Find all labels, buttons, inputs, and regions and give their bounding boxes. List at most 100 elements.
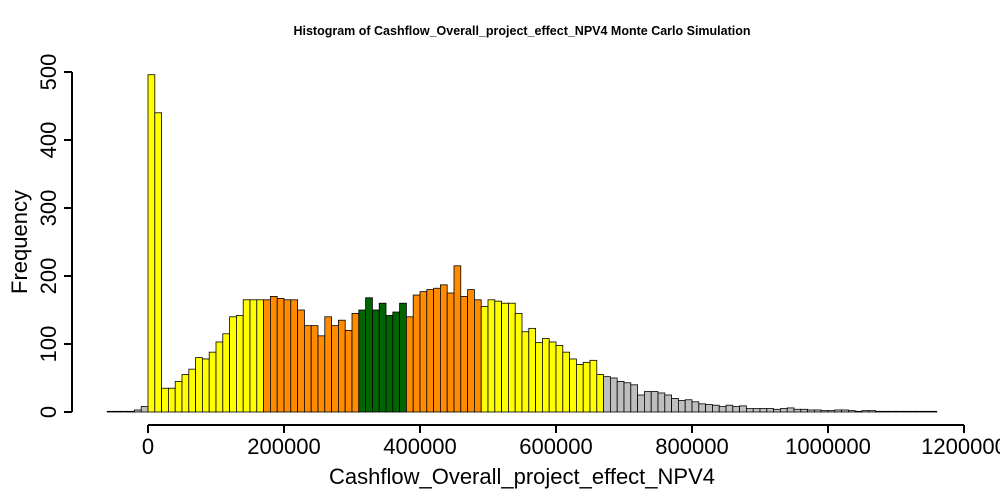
histogram-bar [848,410,856,413]
histogram-bar [705,404,713,413]
histogram-bar [684,399,693,413]
histogram-bar [269,295,278,413]
histogram-bar [555,344,564,413]
histogram-bar [929,410,938,413]
histogram-bar [426,289,434,413]
histogram-bar [623,382,632,413]
histogram-bar [542,338,550,413]
histogram-bar [412,294,421,413]
x-axis-label: Cashflow_Overall_project_effect_NPV4 [329,464,715,489]
histogram-bar [773,408,781,413]
histogram-bar [746,408,754,413]
histogram-bar [514,312,523,413]
y-axis-label: Frequency [7,190,32,294]
histogram-bar [195,357,203,413]
histogram-bar [800,408,808,413]
histogram-bar [854,410,863,413]
histogram-bar [671,397,679,413]
histogram-bar [780,408,788,413]
histogram-bar [256,299,264,413]
histogram-bar [657,392,666,413]
histogram-bar [229,316,237,413]
histogram-bar [875,410,883,413]
histogram-bar [263,299,271,413]
histogram-bar [235,315,244,413]
histogram-bar [453,265,462,413]
histogram-bar [868,410,876,413]
histogram-bar [664,394,672,413]
y-tick-label: 100 [36,326,61,363]
histogram-bar [371,309,380,413]
histogram-bar [167,387,176,413]
histogram-bar [181,374,190,413]
histogram-bar [405,316,414,413]
histogram-bar [528,327,536,413]
histogram-bar [678,400,686,413]
histogram-bar [861,410,870,413]
histogram-bar [392,311,400,413]
histogram-bar [718,406,727,413]
histogram-bar [283,299,292,413]
histogram-bar [752,408,761,413]
histogram-bar [562,351,570,413]
histogram-bar [120,410,129,413]
histogram-bar [480,306,489,413]
histogram-bar [535,342,543,413]
histogram-bar [303,325,312,413]
y-axis: 0 100 200 300 400 500 [36,54,73,418]
y-tick-label: 400 [36,122,61,159]
histogram-bar [603,376,611,413]
histogram-bar [882,410,890,413]
histogram-bar [460,295,468,413]
histogram-bar [807,409,815,413]
histogram-bar [494,300,502,413]
histogram-bar [276,298,285,413]
histogram-bar [507,302,516,413]
histogram-bar [814,409,822,413]
histogram-bar [208,351,217,413]
histogram-bar [698,403,706,413]
histogram-bar [766,408,774,413]
x-tick-label: 1000000 [785,434,871,459]
x-tick-label: 0 [142,434,154,459]
histogram-bar [834,409,842,413]
histogram-bar [365,297,373,413]
bars-group [106,74,938,413]
histogram-bar [820,410,829,413]
x-axis: 0 200000 400000 600000 800000 1000000 1200000 [142,424,1000,459]
y-tick-label: 0 [36,406,61,418]
histogram-bar [589,359,598,413]
histogram-bar [922,410,931,413]
x-tick-label: 800000 [655,434,728,459]
histogram-bar [154,112,163,413]
histogram-bar [786,407,795,413]
histogram-bar [439,284,448,413]
histogram-bar [297,309,305,413]
x-tick-label: 400000 [383,434,456,459]
histogram-bar [446,292,455,413]
histogram-bar [637,394,645,413]
histogram-bar [331,325,339,413]
histogram-bar [161,387,169,413]
x-tick-label: 1200000 [921,434,1000,459]
histogram-bar [473,299,482,413]
histogram-bar [644,391,652,413]
histogram-bar [378,302,387,413]
histogram-bar [759,408,768,413]
histogram-bar [358,309,366,413]
histogram-bar [630,384,638,413]
histogram-bar [576,363,584,413]
y-tick-label: 300 [36,190,61,227]
histogram-bar [351,312,360,413]
histogram-bar [317,335,326,413]
histogram-bar [739,405,747,413]
histogram-bar [324,316,332,413]
histogram-bar [433,287,441,413]
histogram-bar [521,331,530,413]
histogram-bar [616,380,625,413]
histogram-bar [888,410,897,413]
histogram-bar [113,410,122,413]
histogram-bar [467,289,475,413]
histogram-bar [222,333,231,413]
histogram-bar [902,410,910,413]
